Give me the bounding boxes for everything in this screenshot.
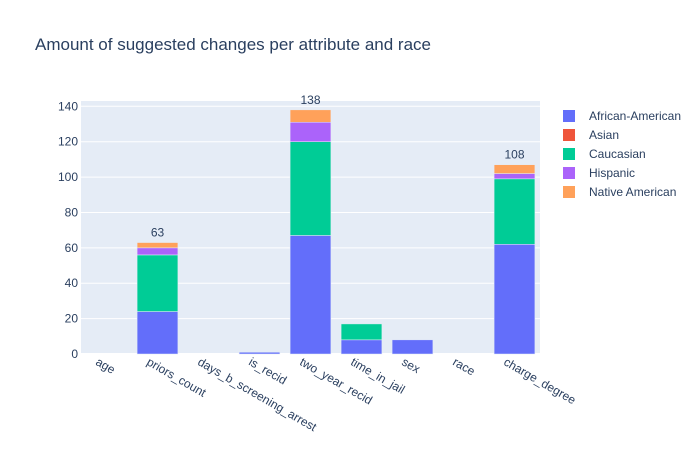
x-tick-label: is_recid [246,355,289,388]
x-tick-label: charge_degree [501,355,578,408]
total-label: 138 [300,93,320,107]
bar-two_year_recid-native-american[interactable] [289,109,332,123]
total-label: 63 [151,226,165,240]
bars [136,109,536,355]
legend-item[interactable]: Hispanic [563,163,681,182]
bar-charge_degree-hispanic[interactable] [493,173,536,180]
y-tick-label: 0 [71,347,78,361]
chart-title: Amount of suggested changes per attribut… [35,35,431,54]
total-label: 108 [504,148,524,162]
bar-two_year_recid-caucasian[interactable] [289,141,332,236]
bar-charge_degree-caucasian[interactable] [493,178,536,245]
bar-two_year_recid-african-american[interactable] [289,235,332,355]
bar-time_in_jail-african-american[interactable] [340,339,383,355]
y-tick-label: 40 [65,276,79,290]
bar-charge_degree-african-american[interactable] [493,244,536,355]
legend-item[interactable]: Caucasian [563,144,681,163]
y-tick-label: 100 [58,170,78,184]
legend-label: African-American [589,108,682,123]
bar-two_year_recid-hispanic[interactable] [289,121,332,142]
bar-priors_count-african-american[interactable] [136,311,179,355]
legend-label: Caucasian [589,146,646,161]
bar-is_recid-african-american[interactable] [238,351,281,355]
x-tick-label: sex [399,355,422,376]
legend-swatch [563,185,575,198]
y-tick-label: 20 [65,312,79,326]
bar-priors_count-hispanic[interactable] [136,247,179,256]
legend: African-American Asian Caucasian Hispanic Na… [563,106,681,201]
x-tick-label: age [93,355,118,377]
legend-swatch [563,109,575,122]
bar-time_in_jail-caucasian[interactable] [340,323,383,341]
y-tick-label: 140 [58,99,78,113]
y-tick-label: 60 [65,241,79,255]
y-tick-label: 120 [58,135,78,149]
x-tick-label: race [450,355,477,379]
legend-item[interactable]: Asian [563,125,681,144]
legend-item[interactable]: Native American [563,182,681,201]
legend-swatch [563,128,575,141]
legend-label: Asian [589,127,620,142]
bar-priors_count-caucasian[interactable] [136,254,179,312]
legend-swatch [563,147,575,160]
bar-priors_count-native-american[interactable] [136,242,179,249]
legend-label: Hispanic [589,165,636,180]
legend-item[interactable]: African-American [563,106,681,125]
legend-label: Native American [589,184,677,199]
bar-charge_degree-native-american[interactable] [493,164,536,174]
legend-swatch [563,166,575,179]
bar-sex-african-american[interactable] [391,339,434,355]
y-tick-label: 80 [65,205,79,219]
